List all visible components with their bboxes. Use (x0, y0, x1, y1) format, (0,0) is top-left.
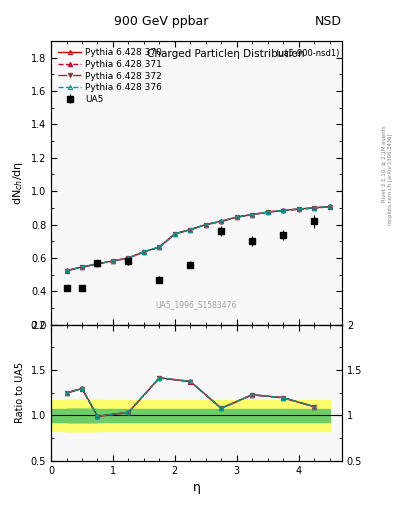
Text: NSD: NSD (315, 15, 342, 28)
Pythia 6.428 371 (296, 206, 301, 212)
Pythia 6.428 372 (327, 204, 332, 210)
Pythia 6.428 376 (80, 264, 84, 270)
Pythia 6.428 372 (296, 206, 301, 212)
Pythia 6.428 370 (95, 261, 100, 267)
Text: mcplots.cern.ch [arXiv:1306.3436]: mcplots.cern.ch [arXiv:1306.3436] (388, 134, 393, 225)
Pythia 6.428 376 (312, 205, 316, 211)
Pythia 6.428 371 (95, 261, 100, 267)
Pythia 6.428 376 (250, 211, 255, 218)
Pythia 6.428 372 (312, 205, 316, 211)
Pythia 6.428 370 (157, 244, 162, 250)
Pythia 6.428 376 (188, 226, 193, 232)
Pythia 6.428 372 (95, 261, 100, 267)
Pythia 6.428 371 (80, 264, 84, 270)
Pythia 6.428 370 (64, 267, 69, 273)
Pythia 6.428 372 (157, 244, 162, 250)
Pythia 6.428 372 (126, 255, 131, 261)
Pythia 6.428 370 (173, 230, 177, 237)
Pythia 6.428 371 (64, 267, 69, 273)
Pythia 6.428 372 (250, 212, 255, 218)
Pythia 6.428 370 (327, 203, 332, 209)
Pythia 6.428 370 (281, 207, 285, 214)
Line: Pythia 6.428 370: Pythia 6.428 370 (64, 204, 332, 272)
Pythia 6.428 370 (265, 209, 270, 215)
Pythia 6.428 371 (219, 218, 224, 224)
Text: UA5_1996_S1583476: UA5_1996_S1583476 (156, 300, 237, 309)
Pythia 6.428 371 (141, 249, 146, 255)
Pythia 6.428 371 (250, 211, 255, 218)
Pythia 6.428 371 (126, 255, 131, 261)
Pythia 6.428 372 (80, 264, 84, 270)
Pythia 6.428 370 (234, 214, 239, 220)
Pythia 6.428 372 (234, 214, 239, 220)
Pythia 6.428 372 (219, 219, 224, 225)
Text: (ua5-900-nsd1): (ua5-900-nsd1) (275, 50, 340, 58)
Pythia 6.428 371 (281, 207, 285, 214)
Line: Pythia 6.428 371: Pythia 6.428 371 (64, 205, 332, 273)
Pythia 6.428 370 (188, 226, 193, 232)
Text: Rivet 3.1.10, ≥ 2.1M events: Rivet 3.1.10, ≥ 2.1M events (382, 125, 387, 202)
Pythia 6.428 372 (173, 231, 177, 237)
Pythia 6.428 371 (312, 205, 316, 211)
Legend: Pythia 6.428 370, Pythia 6.428 371, Pythia 6.428 372, Pythia 6.428 376, UA5: Pythia 6.428 370, Pythia 6.428 371, Pyth… (55, 46, 165, 106)
Text: 900 GeV ppbar: 900 GeV ppbar (114, 15, 208, 28)
Pythia 6.428 372 (281, 207, 285, 214)
Pythia 6.428 370 (126, 255, 131, 261)
Y-axis label: Ratio to UA5: Ratio to UA5 (15, 362, 25, 423)
Pythia 6.428 370 (204, 222, 208, 228)
Pythia 6.428 371 (265, 209, 270, 215)
Pythia 6.428 370 (250, 211, 255, 218)
Pythia 6.428 376 (157, 244, 162, 250)
Line: Pythia 6.428 376: Pythia 6.428 376 (64, 204, 332, 272)
Pythia 6.428 372 (141, 249, 146, 255)
Pythia 6.428 376 (296, 206, 301, 212)
Text: Charged Particleη Distribution: Charged Particleη Distribution (147, 50, 305, 59)
Pythia 6.428 372 (110, 258, 115, 264)
Pythia 6.428 371 (173, 231, 177, 237)
Pythia 6.428 371 (234, 214, 239, 220)
Pythia 6.428 376 (141, 249, 146, 255)
Pythia 6.428 376 (64, 267, 69, 273)
Pythia 6.428 371 (188, 227, 193, 233)
X-axis label: η: η (193, 481, 200, 494)
Pythia 6.428 376 (281, 207, 285, 214)
Pythia 6.428 371 (157, 244, 162, 250)
Pythia 6.428 376 (95, 261, 100, 267)
Pythia 6.428 376 (234, 214, 239, 220)
Pythia 6.428 376 (126, 255, 131, 261)
Pythia 6.428 370 (219, 218, 224, 224)
Pythia 6.428 371 (327, 204, 332, 210)
Pythia 6.428 370 (296, 206, 301, 212)
Pythia 6.428 376 (219, 218, 224, 224)
Pythia 6.428 371 (204, 222, 208, 228)
Pythia 6.428 372 (265, 209, 270, 216)
Pythia 6.428 370 (110, 258, 115, 264)
Pythia 6.428 370 (141, 249, 146, 255)
Pythia 6.428 370 (312, 205, 316, 211)
Pythia 6.428 376 (110, 258, 115, 264)
Pythia 6.428 376 (173, 230, 177, 237)
Pythia 6.428 376 (327, 203, 332, 209)
Line: Pythia 6.428 372: Pythia 6.428 372 (64, 205, 332, 273)
Pythia 6.428 376 (265, 209, 270, 215)
Pythia 6.428 376 (204, 222, 208, 228)
Y-axis label: dN$_{ch}$/dη: dN$_{ch}$/dη (11, 161, 25, 205)
Pythia 6.428 372 (188, 227, 193, 233)
Pythia 6.428 372 (204, 222, 208, 228)
Pythia 6.428 371 (110, 258, 115, 264)
Pythia 6.428 370 (80, 264, 84, 270)
Pythia 6.428 372 (64, 268, 69, 274)
